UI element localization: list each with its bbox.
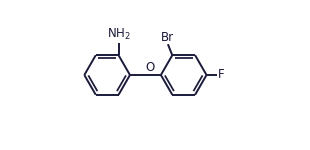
Text: O: O — [145, 61, 155, 74]
Text: Br: Br — [161, 31, 174, 44]
Text: NH$_2$: NH$_2$ — [107, 27, 131, 42]
Text: F: F — [218, 69, 224, 81]
